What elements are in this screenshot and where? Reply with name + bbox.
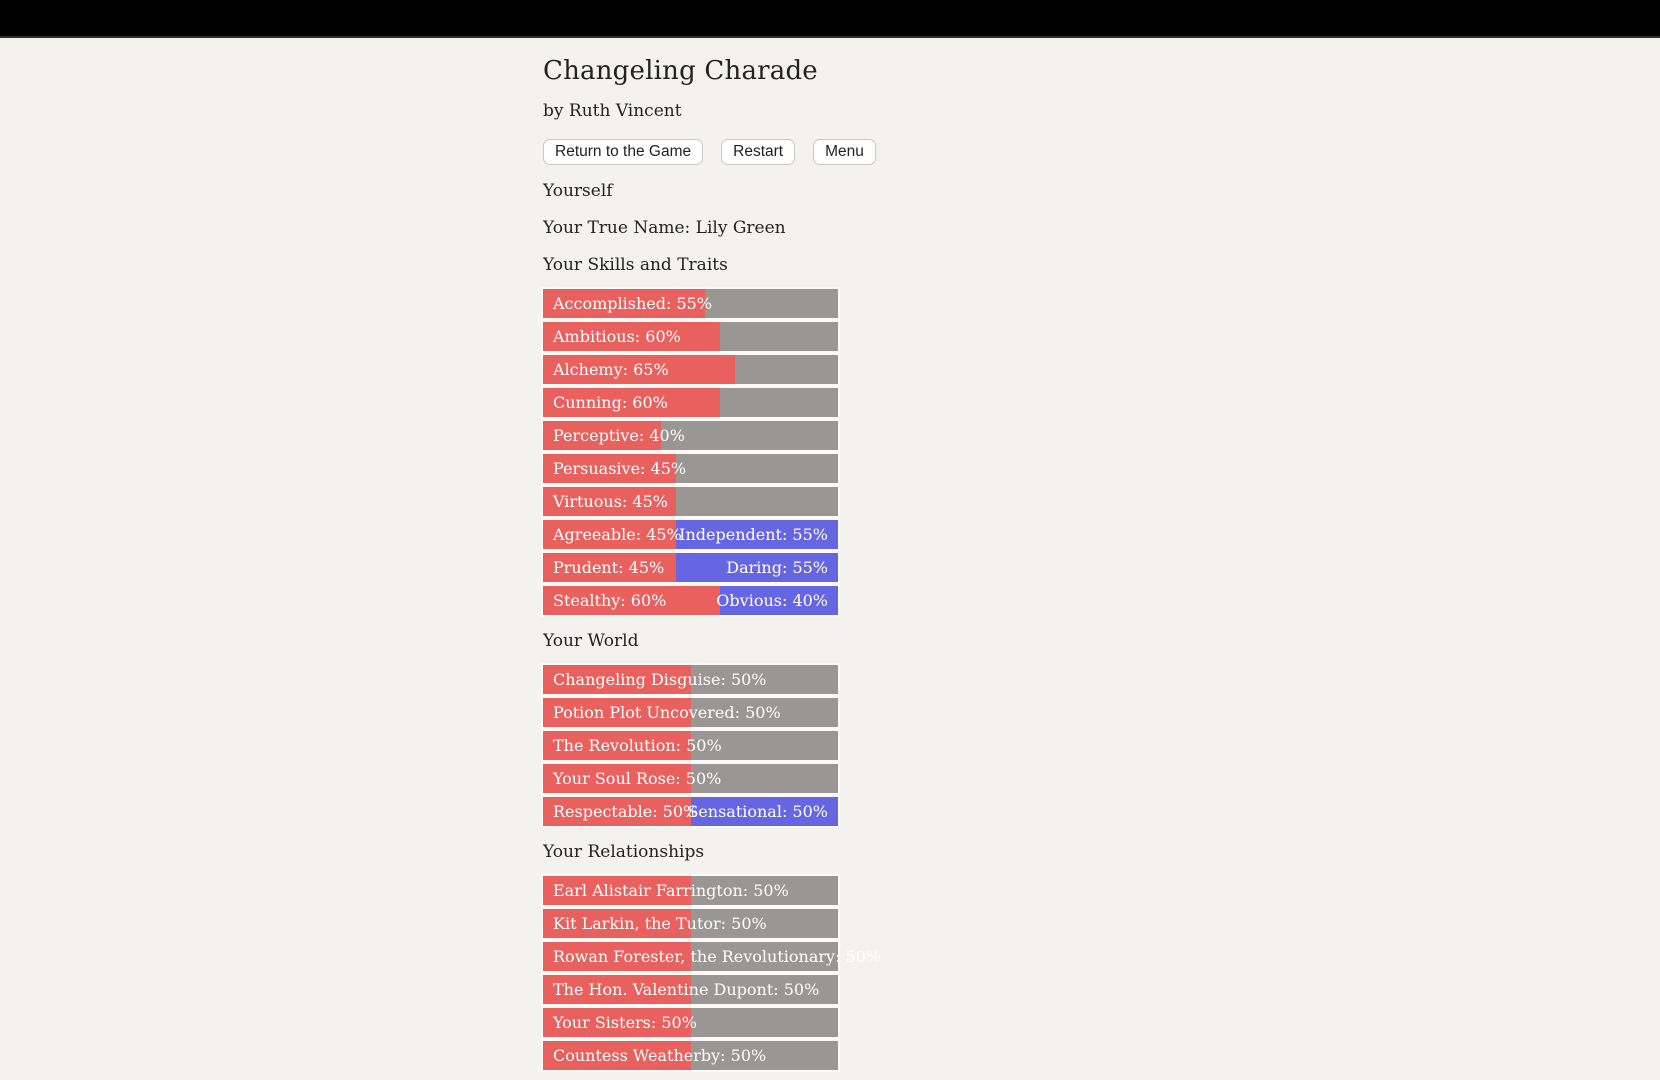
stat-bar-label: Rowan Forester, the Revolutionary: 50% — [553, 947, 882, 966]
stat-bar-fill — [543, 1008, 691, 1037]
stat-bar-fill — [543, 1041, 691, 1070]
stat-bar-fill — [543, 454, 676, 483]
stat-bar-label: Perceptive: 40% — [553, 426, 685, 445]
stat-bar-left-label: Agreeable: 45% — [553, 525, 682, 544]
stat-bar-label: Changeling Disguise: 50% — [553, 670, 767, 689]
stat-bar-label: Earl Alistair Farrington: 50% — [553, 881, 789, 900]
stat-bar-fill — [543, 586, 720, 615]
stat-bar: Countess Weatherby: 50% — [543, 1041, 838, 1070]
stat-bar-right-label: Obvious: 40% — [716, 591, 828, 610]
stat-bar-fill — [543, 665, 691, 694]
opposed-stat-bar: Agreeable: 45% Independent: 55% — [543, 520, 838, 549]
stat-bar-label: Accomplished: 55% — [553, 294, 713, 313]
stat-bar-label: Cunning: 60% — [553, 393, 668, 412]
stat-bar: Perceptive: 40% — [543, 421, 838, 450]
stat-bar: Cunning: 60% — [543, 388, 838, 417]
stat-bar-fill — [543, 764, 691, 793]
stat-bar-fill — [543, 289, 706, 318]
stat-bar: Your Soul Rose: 50% — [543, 764, 838, 793]
menu-button[interactable]: Menu — [813, 139, 876, 165]
true-name-text: Your True Name: Lily Green — [543, 218, 786, 238]
stat-bar-left-label: Prudent: 45% — [553, 558, 665, 577]
section-heading: Your World — [543, 631, 639, 651]
opposed-bar-fill — [690, 797, 838, 826]
stat-bar-fill — [543, 975, 691, 1004]
stat-bar-fill — [543, 797, 691, 826]
stat-bar-label: Countess Weatherby: 50% — [553, 1046, 767, 1065]
stat-bar-label: Alchemy: 65% — [553, 360, 669, 379]
stat-bar-right-label: Independent: 55% — [679, 525, 828, 544]
stat-bar-fill — [543, 731, 691, 760]
stat-bar: The Hon. Valentine Dupont: 50% — [543, 975, 838, 1004]
stat-bar-fill — [543, 698, 691, 727]
opposed-stat-bar: Prudent: 45% Daring: 55% — [543, 553, 838, 582]
stat-bar-fill — [543, 487, 676, 516]
stat-bar-fill — [543, 909, 691, 938]
stat-bar-label: Persuasive: 45% — [553, 459, 687, 478]
stat-sections: Your Skills and Traits Accomplished: 55% A… — [543, 254, 882, 1070]
stat-bar-label: Your Sisters: 50% — [553, 1013, 697, 1032]
stat-bar-fill — [543, 520, 676, 549]
stat-bar-group: Earl Alistair Farrington: 50% Kit Larkin,… — [543, 876, 882, 1070]
stat-bar-label: The Revolution: 50% — [553, 736, 722, 755]
stat-bar-fill — [543, 942, 691, 971]
stat-bar: Persuasive: 45% — [543, 454, 838, 483]
opposed-stat-bar: Respectable: 50% Sensational: 50% — [543, 797, 838, 826]
stat-bar: Ambitious: 60% — [543, 322, 838, 351]
stat-bar-fill — [543, 553, 676, 582]
author-byline: by Ruth Vincent — [543, 101, 682, 121]
stat-bar-label: The Hon. Valentine Dupont: 50% — [553, 980, 820, 999]
stat-bar: Rowan Forester, the Revolutionary: 50% — [543, 942, 882, 971]
stat-bar-label: Your Soul Rose: 50% — [553, 769, 722, 788]
stat-bar-fill — [543, 876, 691, 905]
stat-bar-label: Ambitious: 60% — [553, 327, 681, 346]
opposed-stat-bar: Stealthy: 60% Obvious: 40% — [543, 586, 838, 615]
stat-bar-left-label: Stealthy: 60% — [553, 591, 667, 610]
opposed-bar-fill — [675, 553, 838, 582]
stat-bar: The Revolution: 50% — [543, 731, 838, 760]
yourself-heading: Yourself — [543, 181, 613, 201]
stat-bar-label: Virtuous: 45% — [553, 492, 668, 511]
top-black-bar — [0, 0, 1660, 38]
stat-bar: Potion Plot Uncovered: 50% — [543, 698, 838, 727]
stat-bar-group: Accomplished: 55% Ambitious: 60% Alchemy: … — [543, 289, 838, 615]
stat-bar: Your Sisters: 50% — [543, 1008, 838, 1037]
section-heading: Your Skills and Traits — [543, 255, 728, 275]
stat-bar-group: Changeling Disguise: 50% Potion Plot Unco… — [543, 665, 838, 826]
stat-bar: Changeling Disguise: 50% — [543, 665, 838, 694]
stat-bar: Accomplished: 55% — [543, 289, 838, 318]
stats-toolbar: Return to the Game Restart Menu — [543, 139, 876, 165]
section-heading: Your Relationships — [543, 842, 705, 862]
restart-button[interactable]: Restart — [721, 139, 796, 165]
page-title: Changeling Charade — [543, 56, 818, 86]
stat-bar: Virtuous: 45% — [543, 487, 838, 516]
stat-bar-fill — [543, 322, 720, 351]
stat-bar-label: Kit Larkin, the Tutor: 50% — [553, 914, 767, 933]
opposed-bar-fill — [720, 586, 838, 615]
stat-bar: Alchemy: 65% — [543, 355, 838, 384]
stat-bar: Earl Alistair Farrington: 50% — [543, 876, 838, 905]
stat-bar-fill — [543, 421, 661, 450]
stat-bar: Kit Larkin, the Tutor: 50% — [543, 909, 838, 938]
stat-bar-right-label: Daring: 55% — [726, 558, 828, 577]
stat-bar-label: Potion Plot Uncovered: 50% — [553, 703, 781, 722]
stat-bar-fill — [543, 355, 735, 384]
stat-bar-fill — [543, 388, 720, 417]
stat-bar-left-label: Respectable: 50% — [553, 802, 699, 821]
opposed-bar-fill — [675, 520, 838, 549]
stats-page: Changeling Charade by Ruth Vincent Retur… — [543, 38, 882, 1070]
return-to-game-button[interactable]: Return to the Game — [543, 139, 704, 165]
stat-bar-right-label: Sensational: 50% — [687, 802, 828, 821]
